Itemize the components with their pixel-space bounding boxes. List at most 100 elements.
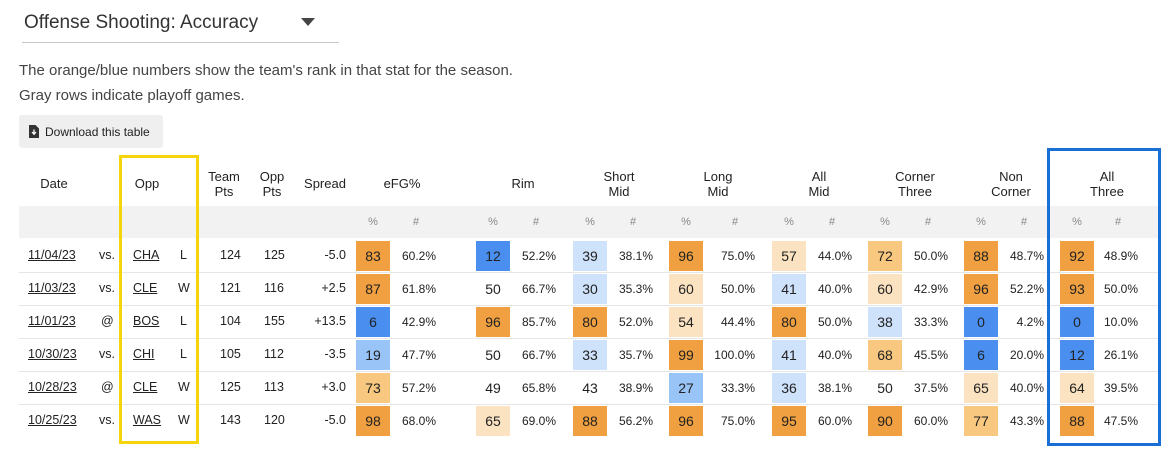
subheader-rank-label: % (976, 216, 986, 228)
rank-badge: 39 (573, 241, 607, 271)
col-header-spread: Spread (304, 176, 346, 191)
rank-badge: 87 (356, 274, 390, 304)
percent-value: 60.0% (913, 414, 948, 428)
rank-badge: 95 (772, 406, 806, 436)
percent-value: 37.5% (913, 381, 948, 395)
col-header-efg: eFG% (383, 176, 421, 191)
percent-value: 61.8% (401, 282, 436, 296)
location-text: vs. (99, 347, 115, 361)
percent-value: 20.0% (1009, 348, 1044, 362)
rank-badge: 33 (573, 340, 607, 370)
row-divider (19, 338, 1160, 339)
rank-badge: 92 (1060, 241, 1094, 271)
percent-value: 39.5% (1103, 381, 1138, 395)
rank-badge: 96 (669, 406, 703, 436)
opponent-link[interactable]: CHI (133, 347, 155, 361)
location-text: @ (101, 314, 114, 328)
opp-pts-value: 155 (264, 314, 285, 328)
subheader-rank-label: % (880, 216, 890, 228)
team-pts-value: 143 (220, 413, 241, 427)
game-date-link[interactable]: 10/28/23 (28, 380, 77, 394)
col-header-corner-three: Corner Three (895, 169, 935, 199)
subheader-rank-label: % (1072, 216, 1082, 228)
subheader-rank-label: % (585, 216, 595, 228)
row-divider (19, 404, 1160, 405)
percent-value: 40.0% (1009, 381, 1044, 395)
download-table-button[interactable]: Download this table (19, 115, 163, 148)
download-file-icon (29, 125, 39, 138)
col-header-long-mid: Long Mid (703, 169, 733, 199)
opponent-link[interactable]: CLE (133, 380, 158, 394)
percent-value: 48.9% (1103, 249, 1138, 263)
percent-value: 60.0% (817, 414, 852, 428)
spread-value: -5.0 (324, 248, 346, 262)
rank-badge: 27 (669, 373, 703, 403)
rank-badge: 65 (964, 373, 998, 403)
percent-value: 33.3% (913, 315, 948, 329)
result-text: L (180, 314, 187, 328)
game-date-link[interactable]: 11/03/23 (28, 281, 76, 295)
rank-badge: 36 (772, 373, 806, 403)
chevron-down-icon[interactable] (301, 18, 315, 26)
subheader-value-label: # (1114, 216, 1122, 228)
col-header-all-three: All Three (1090, 169, 1124, 199)
opp-pts-value: 116 (264, 281, 284, 295)
percent-value: 42.9% (913, 282, 948, 296)
rank-badge: 60 (868, 274, 902, 304)
percent-value: 68.0% (401, 414, 436, 428)
percent-value: 60.2% (401, 249, 436, 263)
percent-value: 48.7% (1009, 249, 1044, 263)
spread-value: -3.5 (324, 347, 346, 361)
opp-column-highlight (119, 155, 199, 444)
col-header-rim: Rim (511, 176, 535, 191)
result-text: L (180, 347, 187, 361)
rank-badge: 6 (356, 307, 390, 337)
opp-pts-value: 120 (264, 413, 285, 427)
col-header-short-mid: Short Mid (603, 169, 635, 199)
location-text: vs. (99, 413, 115, 427)
game-date-link[interactable]: 10/25/23 (28, 413, 77, 427)
rank-badge: 49 (476, 373, 510, 403)
rank-badge: 30 (573, 274, 607, 304)
game-date-link[interactable]: 10/30/23 (28, 347, 77, 361)
rank-badge: 88 (1060, 406, 1094, 436)
spread-value: +2.5 (321, 281, 346, 295)
team-pts-value: 104 (220, 314, 241, 328)
percent-value: 52.0% (618, 315, 653, 329)
report-title-dropdown[interactable]: Offense Shooting: Accuracy (22, 8, 339, 43)
spread-value: +3.0 (321, 380, 346, 394)
location-text: vs. (99, 248, 115, 262)
result-text: W (178, 380, 190, 394)
rank-badge: 68 (868, 340, 902, 370)
percent-value: 50.0% (913, 249, 948, 263)
rank-badge: 96 (476, 307, 510, 337)
opponent-link[interactable]: WAS (133, 413, 162, 427)
location-text: @ (101, 380, 114, 394)
opponent-link[interactable]: BOS (133, 314, 160, 328)
rank-badge: 54 (669, 307, 703, 337)
game-date-link[interactable]: 11/01/23 (28, 314, 76, 328)
rank-badge: 57 (772, 241, 806, 271)
opponent-link[interactable]: CLE (133, 281, 158, 295)
row-divider (19, 305, 1160, 306)
rank-badge: 99 (669, 340, 703, 370)
percent-value: 52.2% (1009, 282, 1044, 296)
rank-badge: 38 (868, 307, 902, 337)
subheader-value-label: # (731, 216, 739, 228)
percent-value: 26.1% (1103, 348, 1138, 362)
subheader-rank-label: % (784, 216, 794, 228)
team-pts-value: 124 (220, 248, 241, 262)
col-header-all-mid: All Mid (808, 169, 830, 199)
subheader-value-label: # (629, 216, 637, 228)
col-header-non-corner: Non Corner (991, 169, 1031, 199)
spread-value: -5.0 (324, 413, 346, 427)
rank-badge: 73 (356, 373, 390, 403)
team-pts-value: 125 (220, 380, 241, 394)
subheader-rank-label: % (681, 216, 691, 228)
game-date-link[interactable]: 11/04/23 (28, 248, 76, 262)
subheader-value-label: # (924, 216, 932, 228)
rank-badge: 41 (772, 340, 806, 370)
rank-badge: 88 (964, 241, 998, 271)
percent-value: 43.3% (1009, 414, 1044, 428)
opponent-link[interactable]: CHA (133, 248, 160, 262)
